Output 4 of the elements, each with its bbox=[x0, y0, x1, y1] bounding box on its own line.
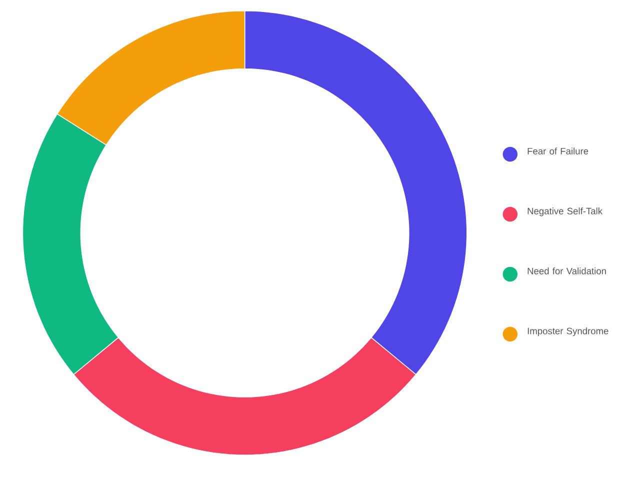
legend-label: Need for Validation bbox=[528, 267, 606, 274]
legend-label: Fear of Failure bbox=[528, 147, 588, 154]
legend-label: Negative Self-Talk bbox=[528, 207, 603, 216]
legend-label: Imposter Syndrome bbox=[528, 327, 608, 336]
